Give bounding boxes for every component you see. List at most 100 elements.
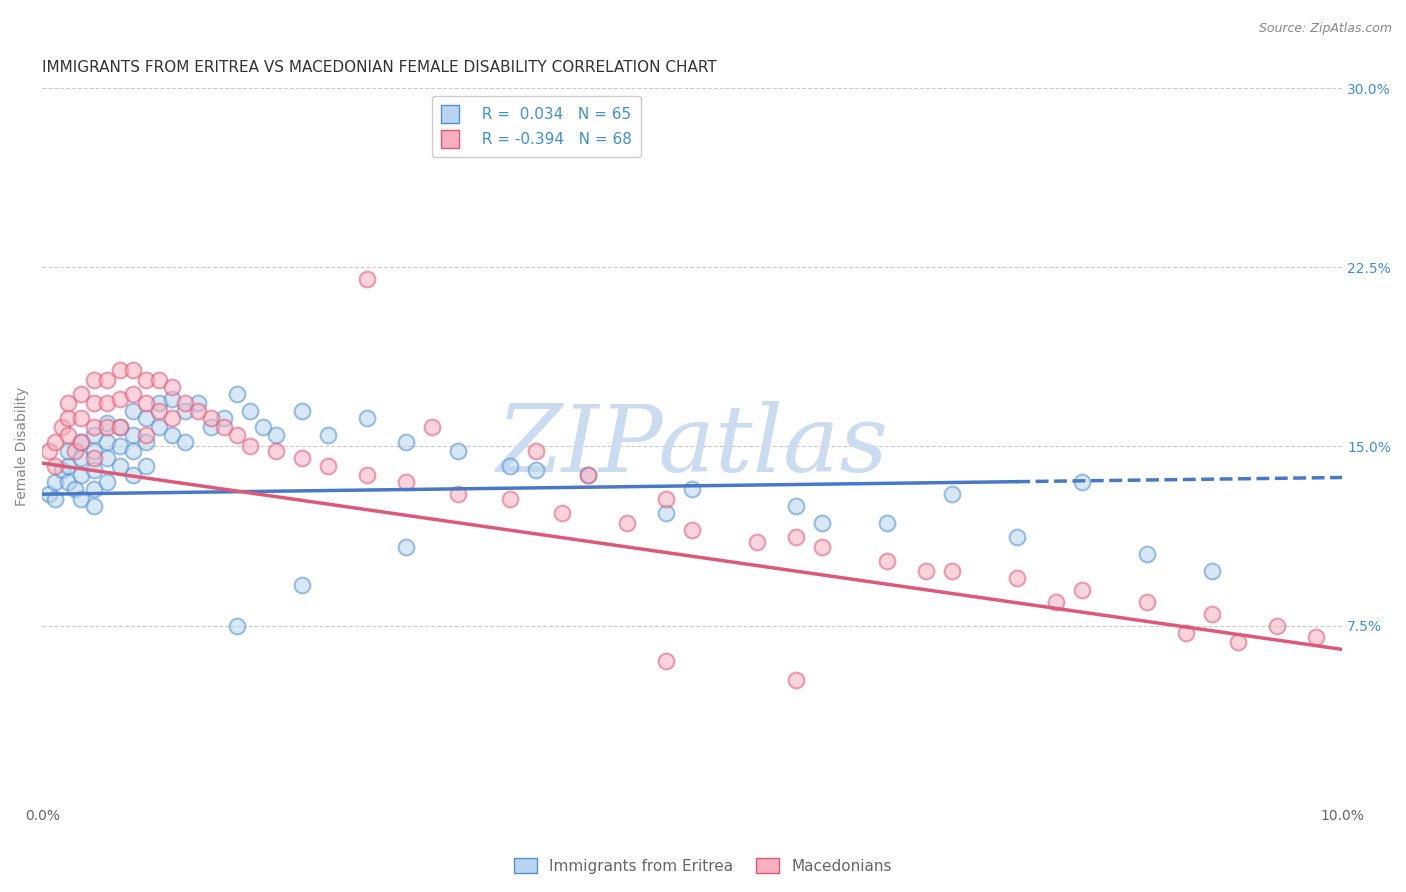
Point xyxy=(63,444,86,458)
Point xyxy=(108,420,131,434)
Point xyxy=(44,491,66,506)
Point xyxy=(1136,594,1159,608)
Point xyxy=(44,434,66,449)
Point xyxy=(785,530,807,544)
Point xyxy=(447,444,470,458)
Point xyxy=(108,458,131,473)
Point xyxy=(811,516,834,530)
Point xyxy=(38,444,60,458)
Point xyxy=(122,468,145,483)
Point xyxy=(655,491,678,506)
Point xyxy=(524,463,547,477)
Point xyxy=(576,468,599,483)
Point xyxy=(747,535,769,549)
Legend: Immigrants from Eritrea, Macedonians: Immigrants from Eritrea, Macedonians xyxy=(508,852,898,880)
Point xyxy=(915,564,938,578)
Point xyxy=(96,416,118,430)
Point xyxy=(1007,571,1029,585)
Point xyxy=(876,554,898,568)
Text: ZIPatlas: ZIPatlas xyxy=(496,401,889,491)
Point xyxy=(148,403,170,417)
Point xyxy=(616,516,638,530)
Point xyxy=(58,444,80,458)
Point xyxy=(681,523,703,537)
Point xyxy=(1045,594,1067,608)
Point xyxy=(395,540,418,554)
Point xyxy=(291,578,314,592)
Point xyxy=(1071,475,1094,490)
Point xyxy=(38,487,60,501)
Point xyxy=(174,396,197,410)
Point xyxy=(58,410,80,425)
Point xyxy=(70,387,93,401)
Point xyxy=(70,451,93,466)
Point xyxy=(135,410,157,425)
Point xyxy=(226,618,249,632)
Point xyxy=(1305,631,1327,645)
Point xyxy=(785,673,807,688)
Point xyxy=(264,444,287,458)
Point xyxy=(58,475,80,490)
Point xyxy=(356,468,378,483)
Point xyxy=(395,434,418,449)
Point xyxy=(1136,547,1159,561)
Point xyxy=(941,487,963,501)
Point xyxy=(1201,564,1223,578)
Point xyxy=(83,444,105,458)
Point xyxy=(83,463,105,477)
Point xyxy=(187,403,209,417)
Point xyxy=(58,458,80,473)
Point xyxy=(122,444,145,458)
Point xyxy=(83,499,105,513)
Point xyxy=(174,403,197,417)
Point xyxy=(108,420,131,434)
Text: Source: ZipAtlas.com: Source: ZipAtlas.com xyxy=(1258,22,1392,36)
Point xyxy=(264,427,287,442)
Point xyxy=(1227,635,1250,649)
Point xyxy=(70,491,93,506)
Point xyxy=(252,420,274,434)
Point xyxy=(316,458,339,473)
Point xyxy=(200,420,222,434)
Point xyxy=(576,468,599,483)
Point xyxy=(70,468,93,483)
Point xyxy=(135,434,157,449)
Point xyxy=(226,427,249,442)
Point xyxy=(160,392,183,406)
Point xyxy=(160,427,183,442)
Point xyxy=(96,451,118,466)
Point xyxy=(83,451,105,466)
Point xyxy=(148,373,170,387)
Point xyxy=(70,434,93,449)
Point xyxy=(447,487,470,501)
Point xyxy=(83,483,105,497)
Point xyxy=(395,475,418,490)
Point xyxy=(785,499,807,513)
Point xyxy=(160,410,183,425)
Point xyxy=(316,427,339,442)
Point xyxy=(1265,618,1288,632)
Point xyxy=(1071,582,1094,597)
Point xyxy=(63,483,86,497)
Point xyxy=(122,427,145,442)
Point xyxy=(135,396,157,410)
Point xyxy=(212,410,235,425)
Point xyxy=(226,387,249,401)
Point xyxy=(83,373,105,387)
Point xyxy=(108,363,131,377)
Point xyxy=(239,439,262,453)
Point xyxy=(51,420,73,434)
Point xyxy=(122,387,145,401)
Point xyxy=(148,420,170,434)
Point xyxy=(212,420,235,434)
Point xyxy=(70,410,93,425)
Point xyxy=(108,439,131,453)
Point xyxy=(96,420,118,434)
Point xyxy=(655,506,678,520)
Legend:   R =  0.034   N = 65,   R = -0.394   N = 68: R = 0.034 N = 65, R = -0.394 N = 68 xyxy=(432,96,641,157)
Point xyxy=(160,380,183,394)
Point xyxy=(356,272,378,286)
Point xyxy=(122,403,145,417)
Point xyxy=(44,458,66,473)
Point xyxy=(135,373,157,387)
